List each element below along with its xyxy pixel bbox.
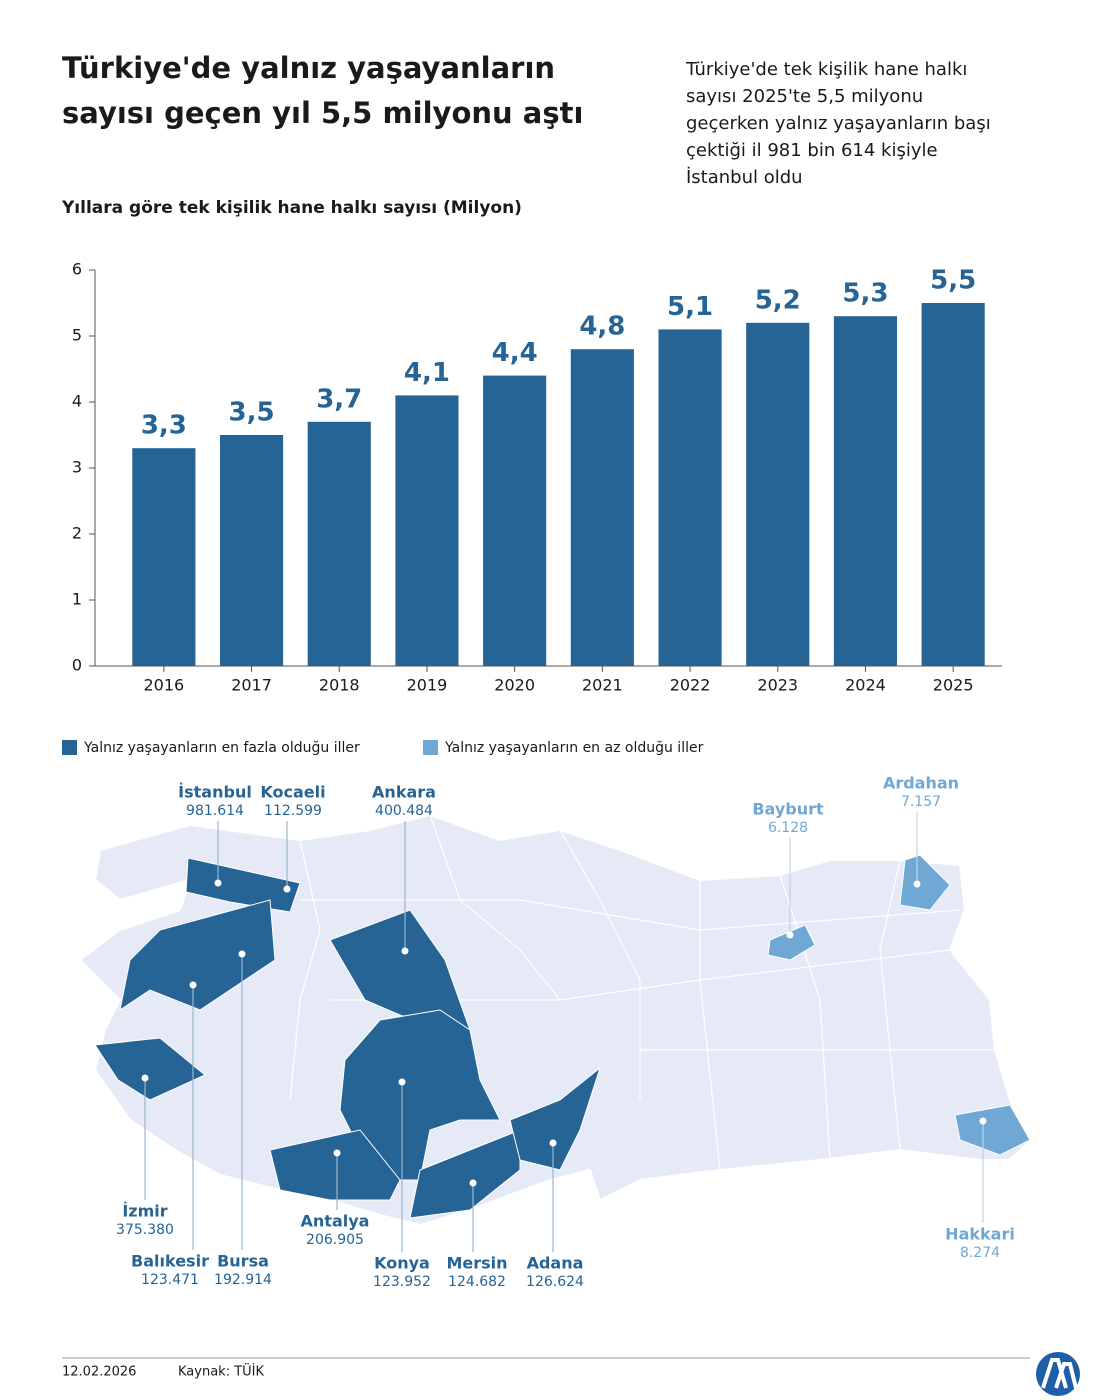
bar: [921, 303, 985, 666]
province-name: Hakkari: [945, 1225, 1015, 1244]
y-tick-label: 2: [72, 524, 82, 543]
province-value: 8.274: [960, 1245, 1000, 1261]
province-value: 375.380: [116, 1222, 174, 1238]
y-tick-label: 5: [72, 326, 82, 345]
y-tick-label: 3: [72, 458, 82, 477]
value-label: 3,7: [316, 384, 362, 414]
province-name: Ankara: [372, 783, 436, 802]
bar: [483, 375, 547, 666]
description: Türkiye'de tek kişilik hane halkı: [685, 59, 967, 80]
province-name: Mersin: [446, 1254, 507, 1273]
x-tick-label: 2024: [845, 676, 886, 695]
province-dot: [283, 885, 291, 893]
value-label: 5,1: [667, 292, 713, 322]
province-value: 981.614: [186, 803, 244, 819]
province-dot: [549, 1139, 557, 1147]
x-tick-label: 2025: [933, 676, 974, 695]
y-tick-label: 0: [72, 656, 82, 675]
province-borders: [289, 814, 1000, 1171]
chart-title: Yıllara göre tek kişilik hane halkı sayı…: [61, 198, 522, 218]
province-name: Balıkesir: [131, 1252, 209, 1271]
legend-swatch: [423, 740, 438, 755]
province-dot: [398, 1078, 406, 1086]
province-dot: [913, 880, 921, 888]
bar: [132, 448, 196, 666]
province-dot: [189, 981, 197, 989]
province-name: Konya: [374, 1254, 430, 1273]
bar: [570, 349, 634, 666]
logo: [1036, 1352, 1080, 1396]
title: Türkiye'de yalnız yaşayanların: [62, 51, 555, 85]
value-label: 3,3: [141, 411, 187, 441]
province-value: 123.471: [141, 1272, 199, 1288]
legend-label: Yalnız yaşayanların en az olduğu iller: [444, 740, 704, 756]
province-value: 123.952: [373, 1274, 431, 1290]
province-value: 206.905: [306, 1232, 364, 1248]
value-label: 5,3: [842, 279, 888, 309]
province-name: İzmir: [122, 1202, 167, 1221]
value-label: 4,4: [492, 338, 538, 368]
value-label: 4,8: [579, 312, 625, 342]
province-name: Kocaeli: [260, 783, 325, 802]
value-label: 5,2: [755, 285, 801, 315]
title: sayısı geçen yıl 5,5 milyonu aştı: [62, 96, 583, 130]
province-value: 112.599: [264, 803, 322, 819]
province-value: 6.128: [768, 820, 808, 836]
x-tick-label: 2016: [143, 676, 184, 695]
province-name: Antalya: [301, 1212, 370, 1231]
description: geçerken yalnız yaşayanların başı: [686, 113, 991, 134]
x-tick-label: 2023: [757, 676, 798, 695]
highlight-provinces: [94, 857, 601, 1219]
province-name: Bursa: [217, 1252, 269, 1271]
x-tick-label: 2020: [494, 676, 535, 695]
province-dot: [979, 1117, 987, 1125]
province-value: 400.484: [375, 803, 433, 819]
bar: [307, 421, 371, 666]
description: çektiği il 981 bin 614 kişiyle: [686, 140, 938, 161]
province-dot: [214, 879, 222, 887]
date: 12.02.2026: [62, 1365, 136, 1380]
province-name: Bayburt: [752, 800, 824, 819]
map: [78, 813, 1032, 1227]
province-name: İstanbul: [178, 783, 252, 802]
value-label: 4,1: [404, 358, 450, 388]
province-name: Ardahan: [883, 774, 959, 793]
province-dot: [141, 1074, 149, 1082]
x-tick-label: 2017: [231, 676, 272, 695]
province-dot: [786, 931, 794, 939]
province-name: Adana: [527, 1254, 584, 1273]
province-dot: [238, 950, 246, 958]
description: İstanbul oldu: [686, 167, 803, 188]
province-value: 192.914: [214, 1272, 272, 1288]
source: Kaynak: TÜİK: [178, 1363, 264, 1380]
bar: [395, 395, 459, 666]
y-tick-label: 4: [72, 392, 82, 411]
value-label: 5,5: [930, 266, 976, 296]
province-dot: [469, 1179, 477, 1187]
description: sayısı 2025'te 5,5 milyonu: [686, 86, 923, 107]
province-dot: [333, 1149, 341, 1157]
x-tick-label: 2018: [319, 676, 360, 695]
bar: [833, 316, 898, 666]
bar: [219, 435, 284, 666]
legend-swatch: [62, 740, 77, 755]
province-dot: [401, 947, 409, 955]
legend-label: Yalnız yaşayanların en fazla olduğu ille…: [83, 740, 360, 756]
bar: [658, 329, 722, 666]
x-tick-label: 2022: [670, 676, 711, 695]
province-value: 126.624: [526, 1274, 584, 1290]
value-label: 3,5: [229, 398, 275, 428]
province-value: 7.157: [901, 794, 941, 810]
x-tick-label: 2021: [582, 676, 623, 695]
province-value: 124.682: [448, 1274, 506, 1290]
bar: [746, 322, 810, 666]
x-tick-label: 2019: [407, 676, 448, 695]
y-tick-label: 6: [72, 260, 82, 279]
y-tick-label: 1: [72, 590, 82, 609]
